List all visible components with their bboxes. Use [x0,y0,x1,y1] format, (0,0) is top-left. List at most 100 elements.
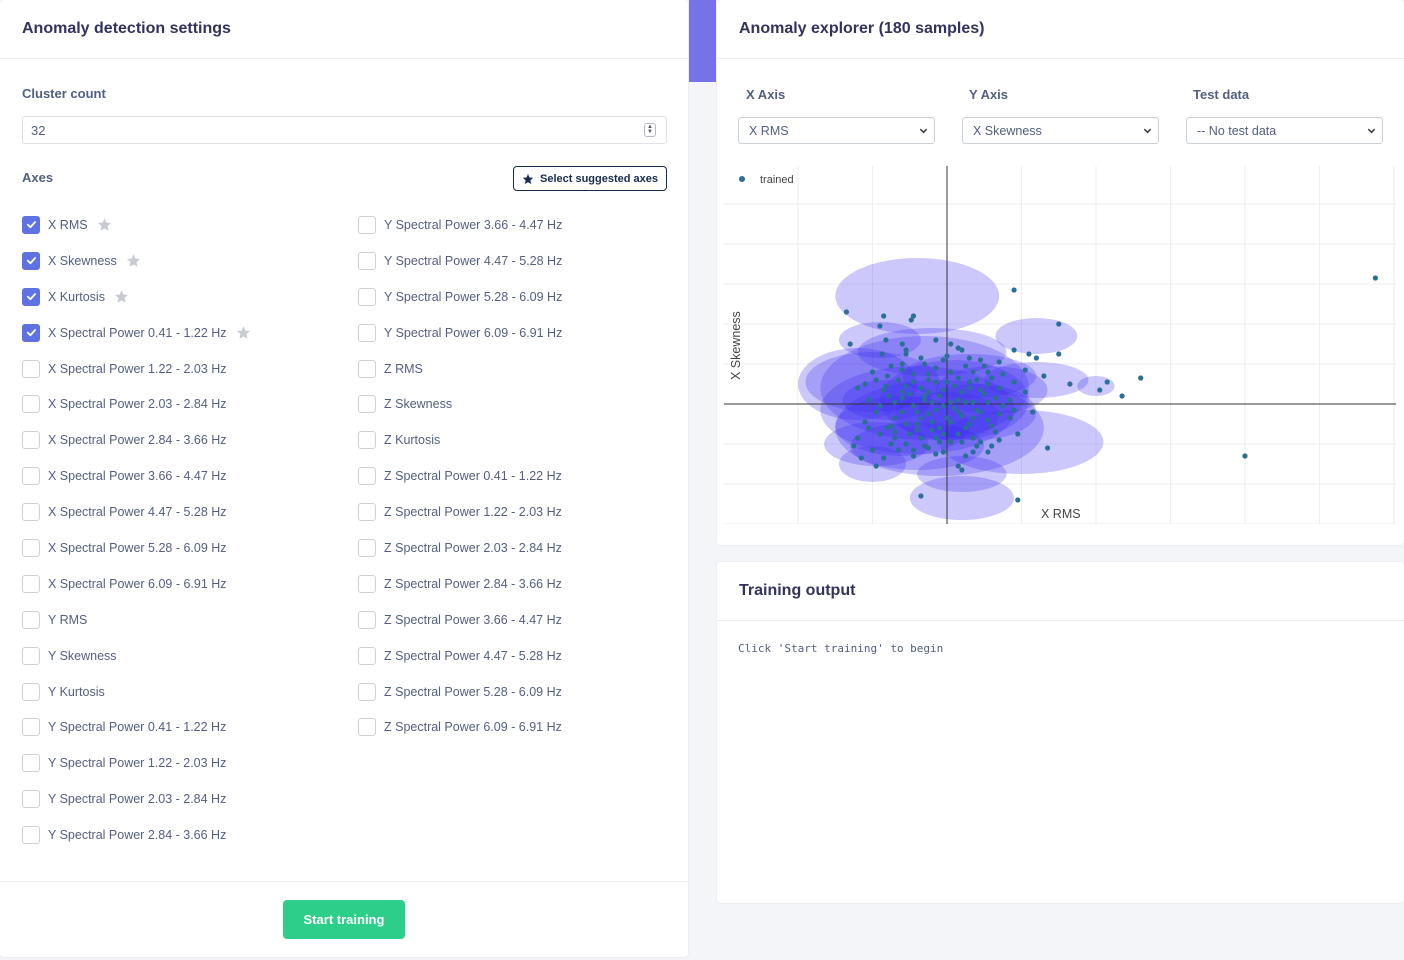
data-point[interactable] [1104,379,1110,385]
data-point[interactable] [970,449,976,455]
axis-checkbox[interactable] [22,538,40,557]
data-point[interactable] [869,447,876,453]
axis-option-x-skewness[interactable]: X Skewness [22,243,251,279]
axis-option-z-spectral-power-3-66-4-47-hz[interactable]: Z Spectral Power 3.66 - 4.47 Hz [358,602,562,638]
axis-checkbox[interactable] [358,646,376,665]
data-point[interactable] [959,389,965,395]
data-point[interactable] [910,379,917,385]
data-point[interactable] [933,365,939,371]
data-point[interactable] [1022,367,1028,373]
data-point[interactable] [903,383,909,389]
axis-checkbox[interactable] [358,251,376,270]
axis-checkbox[interactable] [358,718,376,737]
data-point[interactable] [1119,393,1125,399]
axis-option-z-spectral-power-6-09-6-91-hz[interactable]: Z Spectral Power 6.09 - 6.91 Hz [358,709,562,745]
data-point[interactable] [959,439,965,445]
data-point[interactable] [974,407,980,413]
data-point[interactable] [948,439,954,445]
data-point[interactable] [1015,431,1021,437]
data-point[interactable] [951,383,958,389]
data-point[interactable] [888,363,894,369]
data-point[interactable] [922,397,928,403]
data-point[interactable] [883,337,889,343]
axis-option-z-spectral-power-2-03-2-84-hz[interactable]: Z Spectral Power 2.03 - 2.84 Hz [358,530,562,566]
data-point[interactable] [936,439,943,445]
axis-option-y-rms[interactable]: Y RMS [22,602,251,638]
data-point[interactable] [992,395,999,401]
data-point[interactable] [1067,381,1073,387]
data-point[interactable] [869,369,876,375]
axis-option-z-kurtosis[interactable]: Z Kurtosis [358,422,562,458]
axis-checkbox[interactable] [358,359,376,378]
data-point[interactable] [959,347,965,353]
data-point[interactable] [996,411,1002,417]
data-point[interactable] [974,443,980,449]
data-point[interactable] [985,399,991,405]
data-point[interactable] [918,385,924,391]
axis-checkbox[interactable] [358,215,376,234]
data-point[interactable] [862,419,868,425]
data-point[interactable] [1000,371,1006,377]
data-point[interactable] [944,353,950,359]
data-point[interactable] [925,445,931,451]
data-point[interactable] [892,415,898,421]
data-point[interactable] [1011,407,1017,413]
axis-checkbox[interactable] [22,215,40,234]
axis-option-y-spectral-power-5-28-6-09-hz[interactable]: Y Spectral Power 5.28 - 6.09 Hz [358,279,562,315]
data-point[interactable] [922,361,928,367]
data-point[interactable] [955,409,961,415]
data-point[interactable] [955,397,961,403]
data-point[interactable] [929,419,935,425]
axis-checkbox[interactable] [22,826,40,845]
cluster-count-input[interactable]: 32 ▲ ▼ [22,116,667,144]
axis-option-x-spectral-power-5-28-6-09-hz[interactable]: X Spectral Power 5.28 - 6.09 Hz [22,530,251,566]
axis-option-x-spectral-power-2-03-2-84-hz[interactable]: X Spectral Power 2.03 - 2.84 Hz [22,386,251,422]
axis-option-y-spectral-power-2-03-2-84-hz[interactable]: Y Spectral Power 2.03 - 2.84 Hz [22,781,251,817]
axis-checkbox[interactable] [22,359,40,378]
data-point[interactable] [918,493,924,499]
data-point[interactable] [910,447,917,453]
axis-option-y-spectral-power-1-22-2-03-hz[interactable]: Y Spectral Power 1.22 - 2.03 Hz [22,745,251,781]
axis-option-z-spectral-power-0-41-1-22-hz[interactable]: Z Spectral Power 0.41 - 1.22 Hz [358,458,562,494]
data-point[interactable] [1242,453,1248,459]
axis-option-x-kurtosis[interactable]: X Kurtosis [22,279,251,315]
data-point[interactable] [1056,321,1062,327]
data-point[interactable] [910,313,917,319]
data-point[interactable] [985,449,991,455]
data-point[interactable] [1007,415,1013,421]
data-point[interactable] [966,379,972,385]
data-point[interactable] [933,379,939,385]
axis-checkbox[interactable] [22,287,40,306]
axis-checkbox[interactable] [22,718,40,737]
data-point[interactable] [951,405,958,411]
data-point[interactable] [1022,389,1028,395]
data-point[interactable] [899,395,905,401]
data-point[interactable] [866,397,872,403]
data-point[interactable] [944,415,950,421]
data-point[interactable] [929,427,935,433]
axis-option-x-spectral-power-3-66-4-47-hz[interactable]: X Spectral Power 3.66 - 4.47 Hz [22,458,251,494]
data-point[interactable] [884,373,890,379]
data-point[interactable] [1007,397,1013,403]
data-point[interactable] [903,351,909,357]
data-point[interactable] [933,451,939,457]
test-data-select[interactable]: -- No test data [1186,117,1383,144]
select-suggested-axes-button[interactable]: Select suggested axes [513,166,667,191]
axis-option-z-spectral-power-1-22-2-03-hz[interactable]: Z Spectral Power 1.22 - 2.03 Hz [358,494,562,530]
start-training-button[interactable]: Start training [283,900,405,939]
data-point[interactable] [877,403,883,409]
axis-checkbox[interactable] [22,323,40,342]
data-point[interactable] [996,359,1002,365]
data-point[interactable] [955,431,961,437]
axis-option-x-spectral-power-1-22-2-03-hz[interactable]: X Spectral Power 1.22 - 2.03 Hz [22,351,251,387]
axis-checkbox[interactable] [358,574,376,593]
axis-option-y-skewness[interactable]: Y Skewness [22,638,251,674]
data-point[interactable] [892,429,898,435]
data-point[interactable] [970,399,976,405]
data-point[interactable] [843,309,850,315]
data-point[interactable] [996,385,1002,391]
data-point[interactable] [899,389,905,395]
axis-option-z-spectral-power-2-84-3-66-hz[interactable]: Z Spectral Power 2.84 - 3.66 Hz [358,566,562,602]
axis-checkbox[interactable] [22,431,40,450]
data-point[interactable] [873,409,879,415]
